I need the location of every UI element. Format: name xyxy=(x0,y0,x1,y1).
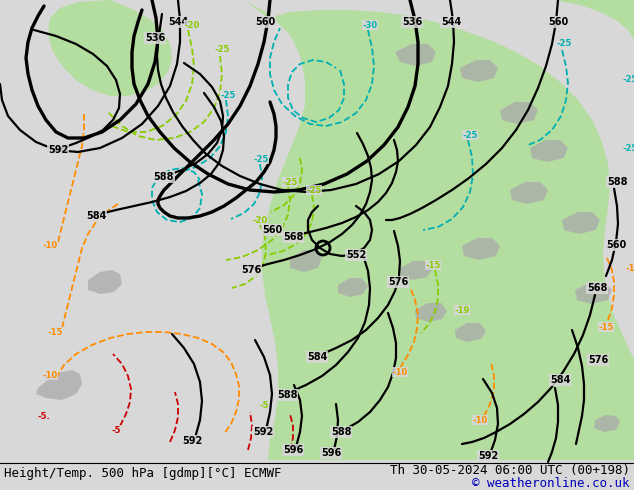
Text: 568: 568 xyxy=(587,283,607,293)
Text: 560: 560 xyxy=(262,225,282,235)
Text: -25: -25 xyxy=(623,75,634,84)
Text: -10: -10 xyxy=(472,416,488,424)
Text: 592: 592 xyxy=(253,427,273,437)
Text: -25: -25 xyxy=(220,91,236,99)
Polygon shape xyxy=(460,60,498,82)
Text: © weatheronline.co.uk: © weatheronline.co.uk xyxy=(472,476,630,490)
Text: -25: -25 xyxy=(306,186,321,195)
Text: 560: 560 xyxy=(606,240,626,250)
Text: 588: 588 xyxy=(607,177,627,187)
Text: -25: -25 xyxy=(282,177,298,187)
Polygon shape xyxy=(462,238,500,260)
Text: 596: 596 xyxy=(321,448,341,458)
Text: 592: 592 xyxy=(478,451,498,461)
Text: 568: 568 xyxy=(283,232,303,242)
Polygon shape xyxy=(36,370,82,400)
Text: -25: -25 xyxy=(254,154,269,164)
Polygon shape xyxy=(338,278,368,297)
Polygon shape xyxy=(510,182,548,204)
Text: 584: 584 xyxy=(307,352,327,362)
Polygon shape xyxy=(500,102,538,124)
Text: -30: -30 xyxy=(363,21,378,29)
Polygon shape xyxy=(555,0,634,40)
Text: -10: -10 xyxy=(42,370,58,379)
Polygon shape xyxy=(395,44,436,66)
Polygon shape xyxy=(594,415,620,432)
Text: 576: 576 xyxy=(241,265,261,275)
Text: -15: -15 xyxy=(48,327,63,337)
Polygon shape xyxy=(48,0,172,96)
Text: 536: 536 xyxy=(145,33,165,43)
Text: -20: -20 xyxy=(184,21,200,29)
Text: -15: -15 xyxy=(425,261,441,270)
Polygon shape xyxy=(245,0,634,460)
Text: 584: 584 xyxy=(550,375,570,385)
Polygon shape xyxy=(562,212,600,234)
Polygon shape xyxy=(88,270,122,294)
Text: 576: 576 xyxy=(388,277,408,287)
Polygon shape xyxy=(455,323,486,342)
Polygon shape xyxy=(415,303,447,322)
Text: 596: 596 xyxy=(283,445,303,455)
Text: 536: 536 xyxy=(402,17,422,27)
Text: Th 30-05-2024 06:00 UTC (00+198): Th 30-05-2024 06:00 UTC (00+198) xyxy=(390,464,630,476)
Text: Height/Temp. 500 hPa [gdmp][°C] ECMWF: Height/Temp. 500 hPa [gdmp][°C] ECMWF xyxy=(4,466,281,480)
Text: 588: 588 xyxy=(277,390,297,400)
Text: -25: -25 xyxy=(623,144,634,152)
Polygon shape xyxy=(575,282,612,304)
Text: 576: 576 xyxy=(588,355,608,365)
Text: -10: -10 xyxy=(42,241,58,249)
Text: -25: -25 xyxy=(462,130,477,140)
Polygon shape xyxy=(400,261,432,280)
Text: -5: -5 xyxy=(111,425,120,435)
Text: -10: -10 xyxy=(392,368,408,376)
Text: 560: 560 xyxy=(548,17,568,27)
Text: -5: -5 xyxy=(259,400,269,410)
Text: 588: 588 xyxy=(331,427,351,437)
Text: 552: 552 xyxy=(346,250,366,260)
Text: -1: -1 xyxy=(625,264,634,272)
Text: 584: 584 xyxy=(86,211,106,221)
Text: 560: 560 xyxy=(255,17,275,27)
Text: -25: -25 xyxy=(214,46,230,54)
Text: -25: -25 xyxy=(556,40,572,49)
Text: -15: -15 xyxy=(598,322,614,332)
Polygon shape xyxy=(530,140,568,162)
Text: -5.: -5. xyxy=(37,412,50,420)
Text: -20: -20 xyxy=(252,216,268,224)
Text: 592: 592 xyxy=(182,436,202,446)
Text: 544: 544 xyxy=(168,17,188,27)
Text: 544: 544 xyxy=(441,17,461,27)
Text: -19: -19 xyxy=(455,305,470,315)
Text: 592: 592 xyxy=(48,145,68,155)
Text: 588: 588 xyxy=(154,172,174,182)
Polygon shape xyxy=(290,250,322,272)
